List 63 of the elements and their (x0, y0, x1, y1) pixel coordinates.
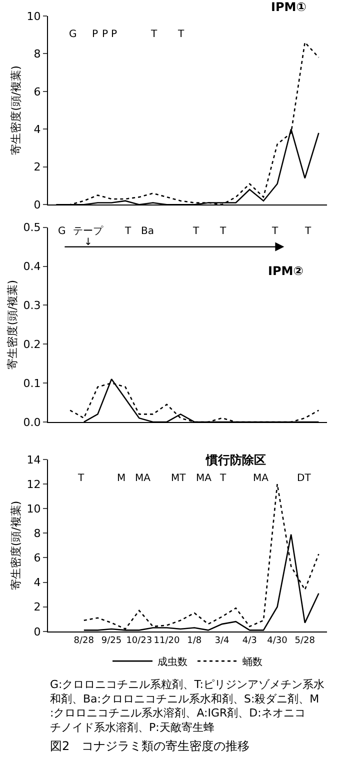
annotation: T (192, 226, 200, 237)
x-tick-label: 4/3 (242, 636, 257, 646)
annotation: MA (135, 473, 151, 484)
y-tick-label: 0.4 (23, 260, 41, 274)
chart-title: 慣行防除区 (205, 453, 266, 467)
y-tick-label: 14 (26, 453, 41, 466)
y-tick-label: 8 (34, 527, 41, 540)
annotation: T (124, 226, 132, 237)
x-tick-label: 4/30 (267, 636, 288, 646)
y-tick-label: 2 (34, 600, 41, 614)
y-tick-label: 10 (26, 10, 41, 23)
y-tick-label: 8 (34, 48, 41, 61)
annotation: T (219, 473, 227, 484)
y-tick-label: 0.5 (23, 221, 41, 234)
y-tick-label: 0 (34, 625, 41, 638)
annotation: DT (297, 473, 312, 484)
line-series (83, 483, 320, 630)
x-tick-label: 5/28 (294, 636, 316, 646)
annotation: MA (196, 473, 212, 484)
y-tick-label: 10 (26, 502, 41, 516)
y-tick-label: 6 (34, 552, 41, 565)
y-axis-title: 寄生密度(頭/複葉) (9, 500, 22, 590)
annotation: Ba (141, 226, 154, 237)
annotation: T (219, 226, 227, 237)
annotation: T (271, 226, 279, 237)
x-tick-label: 11/20 (154, 636, 180, 646)
annotation: P (102, 29, 108, 40)
annotation: ↓ (84, 237, 92, 248)
annotation: MA (253, 473, 269, 484)
annotation: P (111, 29, 118, 40)
annotation: T (150, 29, 158, 40)
annotation: T (177, 29, 185, 40)
y-tick-label: 0.1 (23, 376, 41, 390)
y-tick-label: 2 (34, 160, 41, 174)
y-tick-label: 4 (34, 123, 41, 136)
y-tick-label: 0.0 (23, 416, 41, 429)
legend-label: 成虫数 (158, 656, 188, 668)
annotation: T (77, 473, 85, 484)
annotation: テープ (73, 225, 104, 237)
x-tick-label: 9/25 (101, 636, 122, 646)
x-tick-label: 1/8 (187, 636, 202, 646)
y-tick-label: 0 (34, 198, 41, 212)
annotation: T (304, 226, 312, 237)
annotation: P (92, 29, 98, 40)
chart-title: IPM① (271, 0, 306, 14)
x-tick-label: 10/23 (126, 636, 152, 646)
annotation: M (117, 473, 126, 484)
y-tick-label: 0.3 (23, 299, 41, 312)
legend-label: 蛹数 (242, 656, 262, 668)
y-tick-label: 0.2 (23, 338, 41, 351)
x-tick-label: 8/28 (74, 636, 94, 646)
annotation: G (58, 226, 66, 237)
text: IPM② (268, 264, 304, 278)
x-tick-label: 3/4 (214, 636, 230, 646)
caption: 図2 コナジラミ類の寄生密度の推移 (50, 739, 250, 753)
y-tick-label: 4 (34, 576, 41, 590)
y-tick-label: 12 (26, 478, 41, 491)
y-axis-title: 寄生密度(頭/複葉) (9, 66, 22, 155)
y-tick-label: 6 (34, 85, 41, 98)
annotation: MT (171, 473, 187, 484)
y-axis-title: 寄生密度(頭/複葉) (6, 280, 19, 370)
annotation: G (69, 29, 77, 40)
text: G:クロロニコチニル系粒剤、T:ピリジンアゾメチン系水和剤、Ba:クロロニコチニル系水和剤、S:殺ダニ剤、M:クロロニコチニル系水溶剤、A:IGR剤、D:ネオニコチノイド系水溶剤、P:天敵寄生蜂 (50, 678, 324, 734)
